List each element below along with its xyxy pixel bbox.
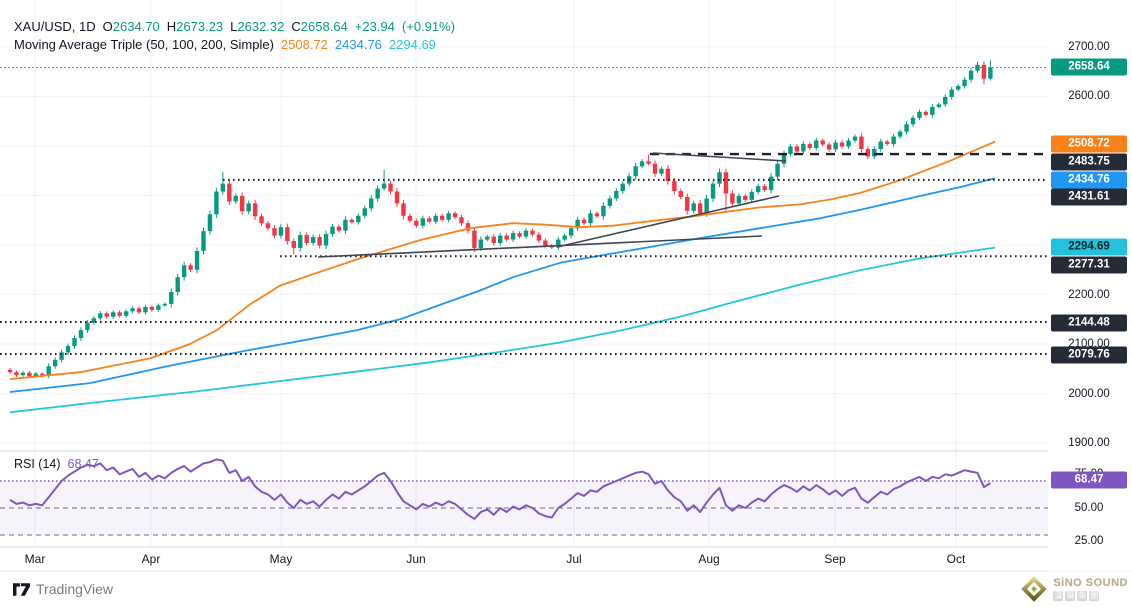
change-value: +23.94 <box>354 19 395 34</box>
high-value: 2673.23 <box>176 19 224 34</box>
ma100-value: 2434.76 <box>334 37 382 52</box>
price-axis[interactable]: 2700.00 2600.00 2200.00 2100.00 2000.00 1900.… <box>1048 0 1132 571</box>
price-axis-label: 2000.00 <box>1068 388 1110 400</box>
time-axis-label: Jul <box>566 552 582 566</box>
time-axis-label: Oct <box>946 552 966 566</box>
rsi-value: 68.47 <box>67 457 99 471</box>
ma-indicator-label: Moving Average Triple (50, 100, 200, Sim… <box>14 37 274 52</box>
price-axis-badge: 2658.64 <box>1051 58 1127 76</box>
high-label: H <box>166 19 177 34</box>
tradingview-label: TradingView <box>36 581 114 597</box>
open-value: 2634.70 <box>112 19 160 34</box>
price-axis-label: 2600.00 <box>1068 90 1110 102</box>
ma-legend[interactable]: Moving Average Triple (50, 100, 200, Sim… <box>14 37 443 52</box>
price-axis-badge: 2079.76 <box>1051 346 1127 364</box>
price-axis-label: 25.00 <box>1074 535 1104 547</box>
close-value: 2658.64 <box>300 19 348 34</box>
open-label: O <box>102 19 113 34</box>
time-axis-label: Jun <box>406 552 426 566</box>
tradingview-attribution[interactable]: TradingView <box>13 581 113 597</box>
price-axis-badge: 2277.31 <box>1051 256 1127 274</box>
ma100-line <box>9 177 996 393</box>
price-axis-label: 50.00 <box>1074 502 1104 514</box>
rsi-label: RSI (14) <box>14 457 61 471</box>
grid <box>0 0 1048 547</box>
ma50-line <box>9 140 996 380</box>
tradingview-logo-icon <box>13 582 30 596</box>
ma200-value: 2294.69 <box>388 37 436 52</box>
price-axis-label: 1900.00 <box>1068 437 1110 449</box>
time-axis-label: Apr <box>141 552 161 566</box>
symbol-legend[interactable]: XAU/USD, 1D O2634.70 H2673.23 L2632.32 C2658… <box>14 19 462 34</box>
july-highs-line <box>652 152 787 162</box>
sino-sound-logo-icon <box>1019 574 1049 604</box>
candlestick-series <box>7 60 993 379</box>
close-label: C <box>291 19 301 34</box>
sino-sound-watermark: SiNO SOUND 漢聲集團 <box>1019 574 1128 604</box>
time-axis-label: May <box>269 552 293 566</box>
price-axis-badge: 68.47 <box>1051 471 1127 489</box>
price-axis-label: 2700.00 <box>1068 41 1110 53</box>
time-axis-label: Sep <box>824 552 846 566</box>
rsi-legend[interactable]: RSI (14) 68.47 <box>14 457 106 471</box>
rsi-pane[interactable] <box>0 458 1048 536</box>
watermark-chinese-text: 漢聲集團 <box>1053 591 1100 602</box>
rising-support-flat <box>317 235 763 258</box>
price-axis-badge: 2508.72 <box>1051 135 1127 153</box>
time-axis-label: Mar <box>24 552 46 566</box>
change-percent: (+0.91%) <box>401 19 456 34</box>
rising-support-steep <box>556 195 780 248</box>
price-level-lines <box>0 66 1048 356</box>
watermark-brand-text: SiNO SOUND <box>1053 576 1128 589</box>
time-axis-label: Aug <box>698 552 720 566</box>
ma50-value: 2508.72 <box>280 37 328 52</box>
low-label: L <box>230 19 238 34</box>
price-axis-label: 2200.00 <box>1068 289 1110 301</box>
symbol-name: XAU/USD, 1D <box>14 19 96 34</box>
ma200-line <box>9 246 996 414</box>
price-axis-badge: 2294.69 <box>1051 238 1127 256</box>
rsi-line <box>9 458 991 520</box>
low-value: 2632.32 <box>237 19 285 34</box>
price-axis-badge: 2144.48 <box>1051 314 1127 332</box>
price-axis-badge: 2431.61 <box>1051 188 1127 206</box>
price-axis-badge: 2434.76 <box>1051 171 1127 189</box>
price-axis-badge: 2483.75 <box>1051 153 1127 171</box>
